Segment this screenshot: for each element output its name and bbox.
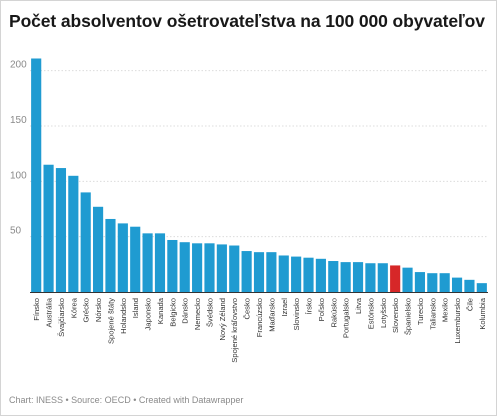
x-tick-label: Poľsko — [317, 298, 326, 321]
bar — [303, 257, 314, 292]
bar — [390, 265, 401, 292]
x-tick-label: Čile — [465, 298, 474, 311]
bar — [291, 256, 302, 292]
x-tick-label: Turecko — [416, 298, 425, 325]
bar — [229, 245, 240, 292]
bar — [55, 168, 67, 292]
bar — [241, 251, 252, 292]
chart-title: Počet absolventov ošetrovateľstva na 100… — [9, 11, 485, 31]
bar — [105, 218, 116, 292]
x-tick-label: Švajčiarsko — [57, 298, 66, 337]
bar — [216, 244, 227, 292]
x-tick-label: Slovinsko — [292, 298, 301, 331]
x-tick-label: Izrael — [280, 298, 289, 317]
x-tick-label: Litva — [354, 297, 363, 314]
y-tick-label: 200 — [10, 60, 27, 71]
chart-footer: Chart: INESS • Source: OECD • Created wi… — [9, 395, 244, 405]
x-tick-label: Nový Zéland — [218, 298, 227, 341]
bar — [340, 262, 351, 292]
x-tick-label: Maďarsko — [267, 298, 276, 332]
x-tick-label: Mexiko — [441, 298, 450, 322]
x-tick-label: Švédsko — [205, 298, 214, 327]
x-tick-label: Island — [131, 298, 140, 318]
bar — [93, 206, 104, 292]
bar — [117, 223, 128, 292]
x-tick-label: Japonsko — [144, 298, 153, 331]
bar — [439, 273, 450, 292]
bar — [402, 267, 413, 292]
x-tick-label: Rakúsko — [329, 298, 338, 328]
x-tick-label: Spojené kráľovstvo — [230, 298, 239, 363]
x-tick-label: Španielsko — [404, 298, 413, 335]
x-tick-label: Dánsko — [181, 298, 190, 324]
y-tick-label: 50 — [10, 226, 22, 237]
bar — [315, 258, 326, 292]
x-tick-label: Francúzsko — [255, 298, 264, 337]
x-tick-label: Estónsko — [366, 298, 375, 329]
bar — [377, 263, 388, 292]
bar — [451, 277, 463, 292]
bar — [167, 239, 178, 292]
bar — [464, 279, 475, 292]
bar — [154, 233, 166, 292]
bar — [427, 273, 438, 292]
bar — [179, 242, 190, 292]
x-tick-label: Grécko — [82, 298, 91, 322]
x-tick-label: Lotyšsko — [379, 298, 388, 328]
x-tick-label: Belgicko — [168, 298, 177, 327]
bar — [31, 58, 42, 292]
x-tick-label: Fínsko — [32, 298, 41, 321]
y-tick-label: 150 — [10, 115, 27, 126]
bar — [43, 164, 54, 292]
x-tick-label: Česko — [243, 298, 252, 320]
x-tick-label: Kanada — [156, 297, 165, 324]
bar — [130, 226, 141, 292]
x-tick-label: Spojené štáty — [106, 298, 115, 344]
x-tick-label: Austrália — [45, 297, 54, 327]
bar — [266, 252, 277, 292]
x-tick-label: Nemecko — [193, 298, 202, 330]
y-tick-label: 100 — [10, 170, 27, 181]
bar — [192, 243, 203, 292]
bar — [328, 261, 339, 292]
bar — [204, 243, 215, 292]
bar-chart: 50 100 150 200 Fínsko Austrália Švajčiarsko Kór… — [10, 58, 488, 363]
x-tick-label: Kolumbia — [478, 297, 487, 329]
x-tick-label: Írsko — [305, 298, 314, 314]
x-tick-label: Holandsko — [119, 298, 128, 334]
x-tick-label: Taliansko — [428, 298, 437, 330]
x-tick-label: Kórea — [69, 297, 78, 318]
bar — [68, 175, 79, 292]
x-tick-label: Slovensko — [391, 298, 400, 333]
bar — [253, 252, 265, 292]
bar — [414, 272, 425, 292]
bar — [365, 263, 376, 292]
bar — [352, 262, 364, 292]
bar — [142, 233, 153, 292]
bar — [278, 255, 289, 292]
bar — [476, 283, 487, 292]
x-tick-label: Luxembursko — [453, 298, 462, 344]
bar — [80, 192, 91, 292]
x-tick-label: Portugalsko — [342, 298, 351, 338]
x-tick-label: Nórsko — [94, 298, 103, 322]
